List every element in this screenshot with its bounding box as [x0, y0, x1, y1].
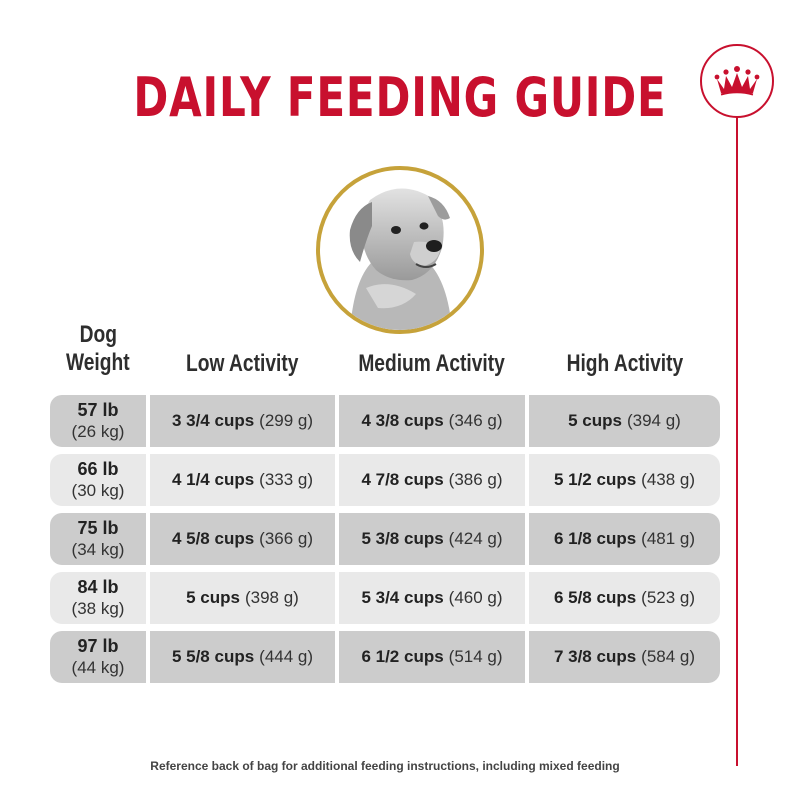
column-header-dog-weight: Dog Weight [50, 321, 146, 377]
high-activity-cell: 5 1/2 cups (438 g) [529, 454, 720, 506]
low-activity-cell: 5 5/8 cups (444 g) [150, 631, 335, 683]
footnote: Reference back of bag for additional fee… [150, 759, 620, 773]
table-row: 84 lb (38 kg) 5 cups (398 g) 5 3/4 cups … [50, 572, 720, 624]
cups-value: 7 3/8 cups [553, 647, 637, 666]
grams-value: (438 g) [641, 470, 696, 489]
weight-kg: (26 kg) [71, 422, 125, 441]
cups-value: 4 5/8 cups [171, 529, 255, 548]
weight-kg: (30 kg) [71, 481, 125, 500]
weight-lb: 75 lb [77, 518, 119, 538]
cups-value: 5 3/4 cups [361, 588, 444, 607]
medium-activity-cell: 4 3/8 cups (346 g) [339, 395, 525, 447]
cups-value: 4 1/4 cups [171, 470, 255, 489]
column-header-low-activity: Low Activity [186, 350, 299, 377]
weight-kg: (38 kg) [71, 599, 125, 618]
medium-activity-cell: 4 7/8 cups (386 g) [339, 454, 525, 506]
cups-value: 6 5/8 cups [553, 588, 637, 607]
weight-kg: (44 kg) [71, 658, 125, 677]
cups-value: 4 7/8 cups [361, 470, 444, 489]
low-activity-cell: 3 3/4 cups (299 g) [150, 395, 335, 447]
grams-value: (299 g) [259, 411, 314, 430]
high-activity-cell: 5 cups (394 g) [529, 395, 720, 447]
low-activity-cell: 5 cups (398 g) [150, 572, 335, 624]
grams-value: (523 g) [641, 588, 696, 607]
weight-lb: 57 lb [77, 400, 119, 420]
grams-value: (394 g) [626, 411, 681, 430]
grams-value: (386 g) [448, 470, 503, 489]
grams-value: (398 g) [244, 588, 299, 607]
cups-value: 5 1/2 cups [553, 470, 637, 489]
grams-value: (346 g) [448, 411, 503, 430]
weight-cell: 84 lb (38 kg) [50, 572, 146, 624]
low-activity-cell: 4 5/8 cups (366 g) [150, 513, 335, 565]
grams-value: (481 g) [641, 529, 696, 548]
cups-value: 6 1/2 cups [361, 647, 444, 666]
brand-vertical-line [736, 106, 738, 766]
grams-value: (424 g) [448, 529, 503, 548]
high-activity-cell: 6 5/8 cups (523 g) [529, 572, 720, 624]
grams-value: (460 g) [448, 588, 503, 607]
table-row: 66 lb (30 kg) 4 1/4 cups (333 g) 4 7/8 c… [50, 454, 720, 506]
table-row: 57 lb (26 kg) 3 3/4 cups (299 g) 4 3/8 c… [50, 395, 720, 447]
weight-cell: 66 lb (30 kg) [50, 454, 146, 506]
grams-value: (514 g) [448, 647, 503, 666]
weight-kg: (34 kg) [71, 540, 125, 559]
grams-value: (366 g) [259, 529, 314, 548]
high-activity-cell: 7 3/8 cups (584 g) [529, 631, 720, 683]
weight-lb: 66 lb [77, 459, 119, 479]
medium-activity-cell: 6 1/2 cups (514 g) [339, 631, 525, 683]
grams-value: (444 g) [259, 647, 314, 666]
medium-activity-cell: 5 3/4 cups (460 g) [339, 572, 525, 624]
grams-value: (333 g) [259, 470, 314, 489]
cups-value: 5 cups [186, 588, 240, 607]
cups-value: 5 3/8 cups [361, 529, 444, 548]
low-activity-cell: 4 1/4 cups (333 g) [150, 454, 335, 506]
brand-badge [700, 44, 774, 118]
dog-portrait [316, 166, 484, 334]
column-header-high-activity: High Activity [566, 350, 683, 377]
table-row: 75 lb (34 kg) 4 5/8 cups (366 g) 5 3/8 c… [50, 513, 720, 565]
weight-cell: 97 lb (44 kg) [50, 631, 146, 683]
medium-activity-cell: 5 3/8 cups (424 g) [339, 513, 525, 565]
weight-cell: 57 lb (26 kg) [50, 395, 146, 447]
weight-lb: 84 lb [77, 577, 119, 597]
table-row: 97 lb (44 kg) 5 5/8 cups (444 g) 6 1/2 c… [50, 631, 720, 683]
cups-value: 4 3/8 cups [361, 411, 444, 430]
high-activity-cell: 6 1/8 cups (481 g) [529, 513, 720, 565]
grams-value: (584 g) [641, 647, 696, 666]
cups-value: 3 3/4 cups [171, 411, 255, 430]
cups-value: 5 5/8 cups [171, 647, 255, 666]
cups-value: 6 1/8 cups [553, 529, 637, 548]
dog-illustration [349, 188, 452, 330]
page-title: DAILY FEEDING GUIDE [133, 66, 667, 129]
crown-icon [714, 66, 760, 96]
column-header-medium-activity: Medium Activity [358, 350, 506, 377]
weight-cell: 75 lb (34 kg) [50, 513, 146, 565]
column-header-weight-line1: Dog [79, 321, 117, 348]
weight-lb: 97 lb [77, 636, 119, 656]
column-header-weight-line2: Weight [66, 349, 130, 376]
cups-value: 5 cups [568, 411, 622, 430]
